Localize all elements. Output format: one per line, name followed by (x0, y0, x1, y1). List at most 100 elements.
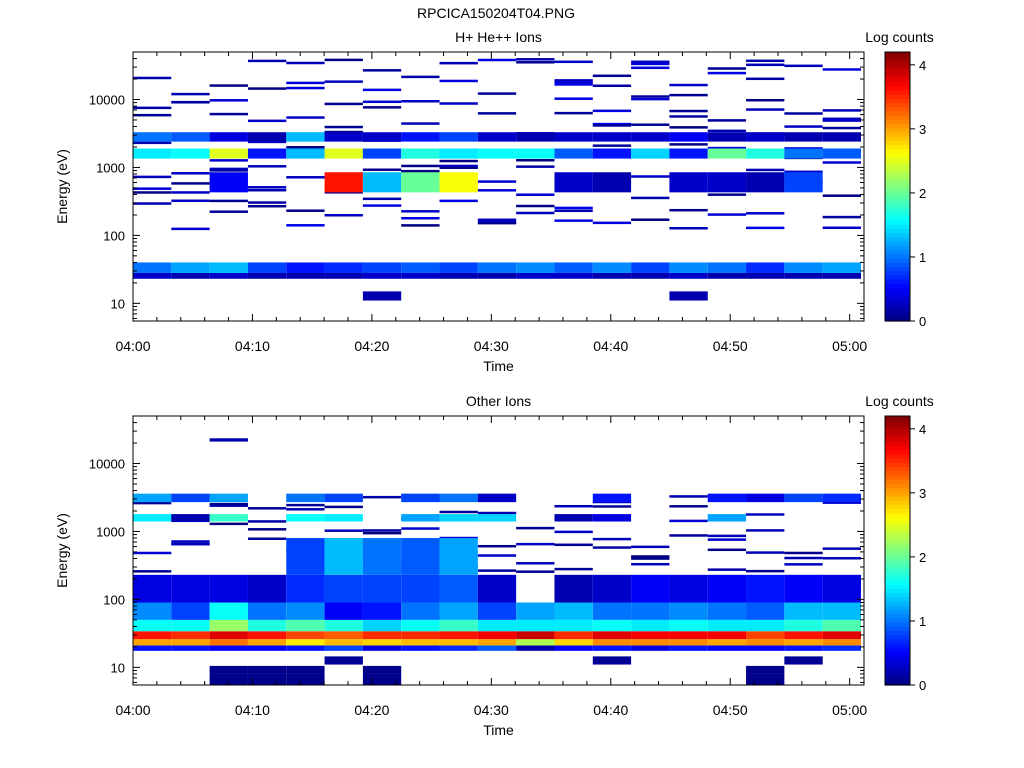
heatmap-cell (707, 146, 747, 150)
heatmap-cell (286, 272, 325, 279)
heatmap-cell (707, 602, 747, 620)
heatmap-cell (401, 164, 440, 168)
heatmap-cell (554, 602, 593, 620)
heatmap-cell (247, 631, 287, 640)
heatmap-cell (707, 148, 747, 159)
heatmap-cell (286, 631, 325, 640)
heatmap-cell (324, 148, 363, 159)
heatmap-cell (554, 543, 593, 547)
heatmap-cell (171, 639, 210, 646)
heatmap-cell (554, 272, 593, 279)
heatmap-cell (133, 106, 172, 110)
colorbar-tick-label: 0 (919, 314, 926, 329)
heatmap-cell (669, 495, 708, 498)
heatmap-cell (516, 61, 555, 64)
heatmap-cell (516, 211, 555, 215)
heatmap-cell (516, 542, 555, 546)
heatmap-cell (247, 574, 287, 603)
heatmap-cell (133, 501, 172, 505)
heatmap-cell (362, 88, 402, 92)
heatmap-cell (554, 60, 593, 64)
heatmap-cell (247, 87, 287, 90)
colorbar-tick-label: 2 (919, 550, 926, 565)
heatmap-cell (746, 631, 785, 640)
heatmap-cell (707, 193, 747, 196)
heatmap-cell (477, 218, 517, 222)
heatmap-cell (707, 493, 747, 503)
heatmap-cell (362, 168, 402, 171)
heatmap-cell (822, 161, 861, 164)
heatmap-cell (707, 568, 747, 571)
heatmap-cell (439, 159, 478, 163)
heatmap-cell (631, 148, 670, 159)
heatmap-cell (822, 501, 861, 504)
heatmap-cell (822, 645, 861, 651)
heatmap-cell (477, 221, 517, 225)
x-tick-label: 04:50 (713, 702, 748, 718)
heatmap-cell (209, 148, 248, 159)
heatmap-cell (554, 530, 593, 534)
heatmap-cell (554, 262, 593, 273)
heatmap-cell (401, 75, 440, 79)
heatmap-cell (171, 92, 210, 96)
y-tick-label: 10000 (89, 456, 125, 471)
heatmap-cell (209, 172, 248, 193)
heatmap-cell (554, 219, 593, 222)
heatmap-cell (362, 631, 402, 640)
heatmap-cell (133, 191, 172, 194)
heatmap-cell (746, 529, 785, 532)
heatmap-cell (171, 262, 210, 273)
heatmap-cell (822, 119, 861, 122)
heatmap-cell (669, 534, 708, 537)
heatmap-cell (592, 144, 632, 147)
heatmap-cell (401, 639, 440, 646)
heatmap-cell (247, 165, 287, 168)
heatmap-cell (401, 527, 440, 530)
heatmap-cell (401, 619, 440, 632)
heatmap-cell (669, 631, 708, 640)
heatmap-cell (631, 555, 670, 558)
heatmap-cell (669, 109, 708, 113)
heatmap-cell (707, 67, 747, 70)
heatmap-cell (439, 199, 478, 203)
heatmap-cell (133, 602, 172, 620)
heatmap-cell (133, 132, 172, 142)
heatmap-cell (209, 631, 248, 640)
heatmap-cell (171, 172, 210, 175)
heatmap-cell (209, 514, 248, 522)
heatmap-cell (362, 272, 402, 279)
heatmap-cell (401, 132, 440, 142)
heatmap-cell (209, 112, 248, 116)
heatmap-cell (669, 132, 708, 142)
heatmap-cell (209, 199, 248, 203)
heatmap-cell (822, 117, 861, 121)
heatmap-cell (516, 631, 555, 640)
heatmap-cell (554, 111, 593, 115)
heatmap-cell (746, 77, 785, 81)
heatmap-cell (439, 61, 478, 65)
heatmap-cell (133, 631, 172, 640)
heatmap-cell (477, 514, 517, 522)
heatmap-cell (362, 574, 402, 603)
y-axis-label: Energy (eV) (54, 149, 70, 224)
heatmap-cell (707, 172, 747, 193)
heatmap-cell (669, 172, 708, 193)
heatmap-cell (592, 84, 632, 88)
heatmap-cell (247, 186, 287, 189)
heatmap-cell (631, 545, 670, 549)
heatmap-cell (171, 493, 210, 503)
heatmap-cell (477, 272, 517, 279)
heatmap-cell (477, 631, 517, 640)
heatmap-cell (592, 602, 632, 620)
heatmap-cell (209, 210, 248, 213)
heatmap-cell (209, 673, 248, 685)
y-axis-label: Energy (eV) (54, 513, 70, 588)
heatmap-cell (171, 132, 210, 142)
heatmap-cell (516, 262, 555, 273)
y-tick-label: 1000 (96, 160, 125, 175)
heatmap-cell (477, 493, 517, 503)
heatmap-cell (401, 602, 440, 620)
heatmap-cell (324, 631, 363, 640)
heatmap-cell (631, 95, 670, 98)
heatmap-cell (746, 673, 785, 685)
